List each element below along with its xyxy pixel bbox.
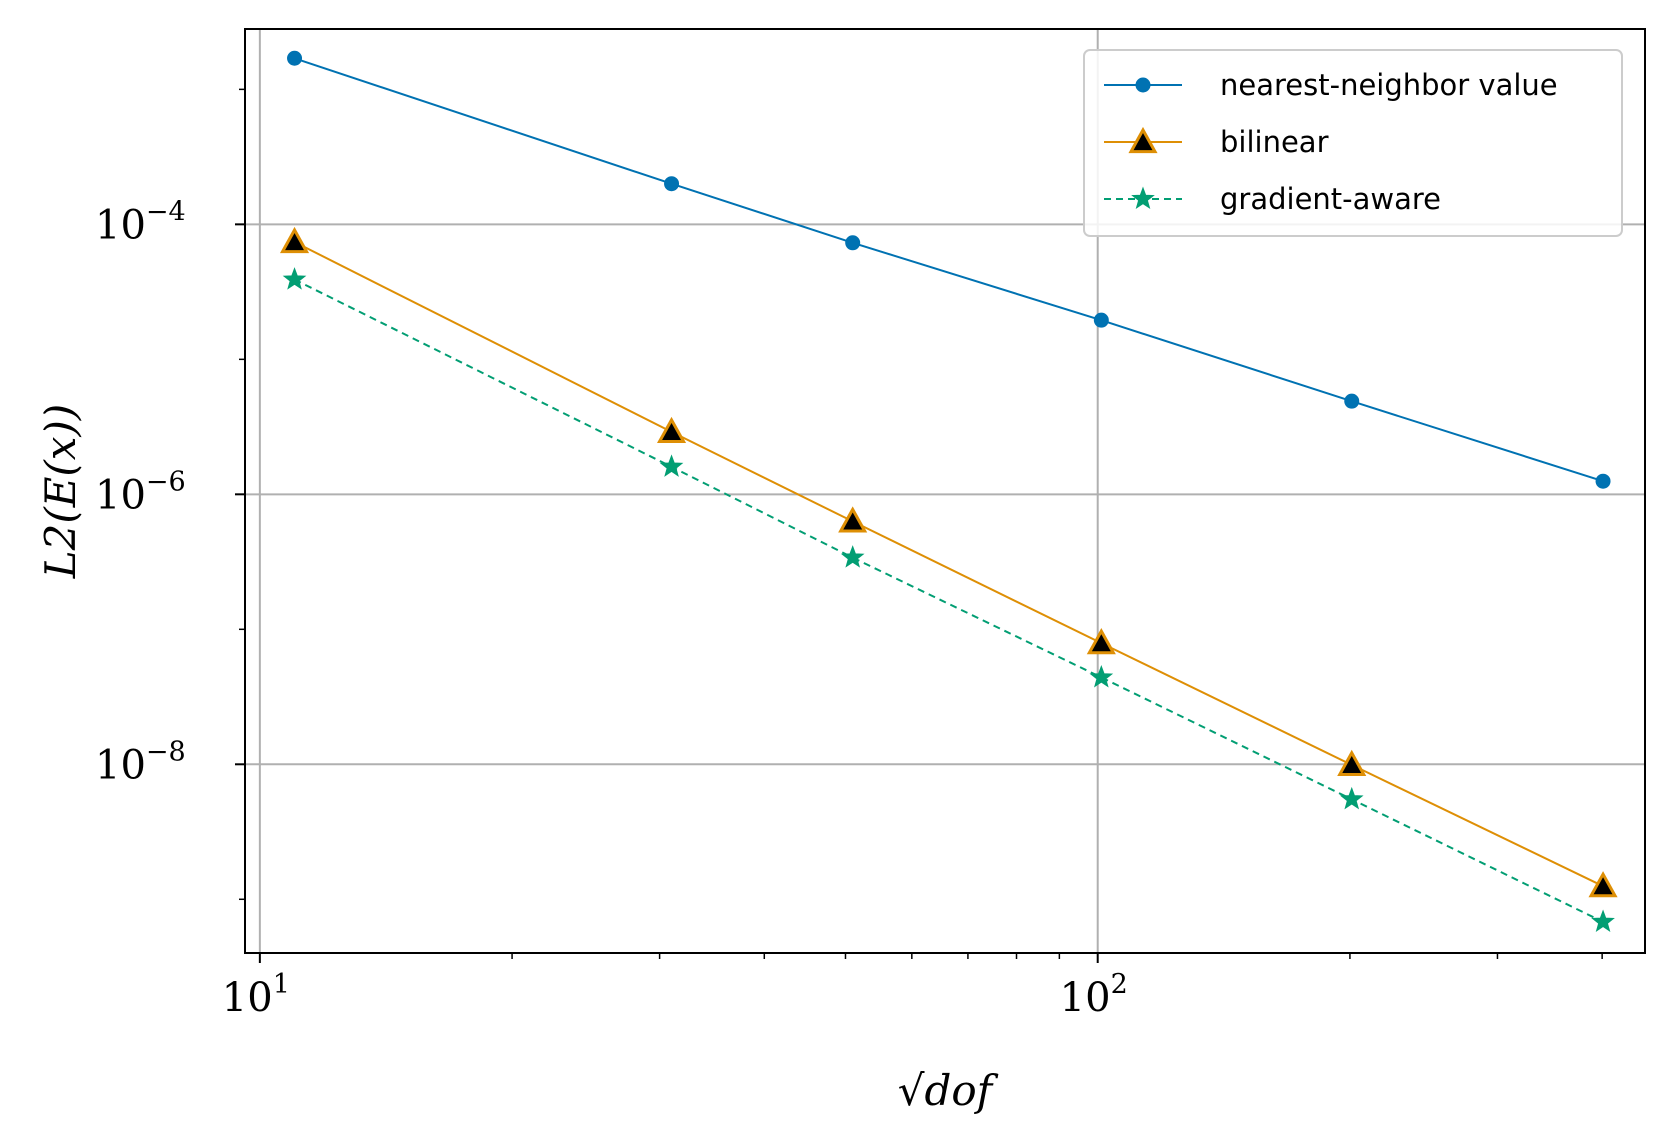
legend-marker [1131, 186, 1155, 210]
x-axis-label: √dof [898, 1066, 999, 1115]
data-point [1093, 312, 1109, 328]
series-bilinear [279, 226, 1618, 898]
y-tick-label: 10−6 [95, 466, 186, 518]
legend-entry: gradient-aware [1104, 182, 1441, 216]
data-point [1591, 909, 1615, 932]
y-tick-exponent: −4 [146, 196, 186, 227]
data-point [840, 545, 865, 568]
data-point [1086, 628, 1116, 655]
data-point [279, 226, 310, 254]
x-tick-base: 10 [222, 975, 273, 1021]
data-point [838, 506, 868, 533]
series-line [294, 278, 1604, 923]
y-tick-exponent: −8 [146, 736, 186, 767]
legend-marker [1135, 77, 1151, 93]
data-point [1339, 786, 1364, 810]
x-tick-exponent: 1 [273, 969, 290, 1000]
x-tick-label: 102 [1060, 969, 1128, 1021]
legend-entry: nearest-neighbor value [1104, 68, 1558, 102]
y-tick-base: 10 [95, 742, 146, 788]
data-point [1595, 473, 1611, 489]
legend-marker [1128, 126, 1158, 154]
y-tick-base: 10 [95, 472, 146, 518]
legend-label: nearest-neighbor value [1220, 68, 1558, 102]
x-tick-base: 10 [1060, 975, 1111, 1021]
y-tick-base: 10 [95, 202, 146, 248]
y-axis-label: L2(E(x)) [36, 404, 85, 580]
data-point [659, 454, 684, 477]
series-line [294, 241, 1604, 888]
data-point [845, 235, 861, 251]
data-point [1089, 665, 1114, 688]
data-point [1337, 749, 1367, 776]
data-point [1344, 393, 1360, 409]
series-nearest-neighbor-value [287, 50, 1611, 489]
legend-entry: bilinear [1104, 125, 1329, 159]
data-point [282, 267, 307, 290]
series-gradient-aware [282, 267, 1615, 932]
data-point [287, 50, 303, 66]
y-tick-exponent: −6 [146, 466, 186, 497]
series-line [294, 57, 1604, 483]
data-point [1588, 871, 1618, 898]
plot-frame [244, 28, 1646, 954]
legend: nearest-neighbor value bilinear gradient-a… [1083, 49, 1623, 237]
legend-frame [1083, 49, 1623, 237]
y-tick-label: 10−4 [95, 196, 186, 248]
data-point [656, 416, 687, 444]
y-tick-label: 10−8 [95, 736, 186, 788]
x-tick-label: 101 [222, 969, 290, 1021]
legend-label: bilinear [1220, 125, 1329, 159]
data-point [664, 176, 680, 192]
legend-label: gradient-aware [1220, 182, 1441, 216]
series-layer [279, 50, 1618, 932]
x-tick-exponent: 2 [1111, 969, 1128, 1000]
